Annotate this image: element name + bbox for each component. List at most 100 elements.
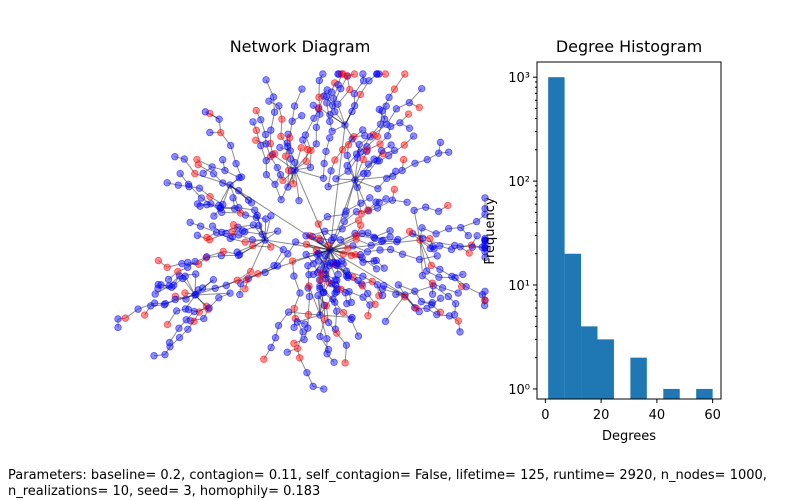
network-edge — [201, 197, 212, 205]
network-edge — [379, 135, 388, 145]
network-node — [428, 279, 437, 287]
network-node — [325, 134, 334, 142]
network-node — [291, 158, 299, 167]
network-node — [295, 354, 304, 362]
network-node — [323, 335, 331, 343]
network-edge — [179, 328, 189, 338]
network-node — [150, 299, 159, 307]
network-edge — [297, 331, 304, 349]
network-node — [277, 132, 285, 141]
network-node — [339, 250, 347, 258]
network-edge — [218, 292, 231, 299]
network-edge — [431, 264, 441, 270]
network-node — [190, 317, 198, 326]
network-node — [456, 328, 464, 336]
histogram-bar — [630, 357, 647, 399]
network-edge — [375, 198, 387, 203]
network-node — [328, 280, 336, 288]
network-node — [262, 156, 270, 165]
network-edge — [160, 284, 172, 288]
network-node — [267, 212, 275, 220]
network-node — [336, 236, 345, 244]
network-node — [317, 276, 325, 284]
network-node — [326, 117, 334, 126]
network-node — [415, 255, 424, 264]
network-edge — [289, 121, 293, 138]
network-node — [462, 282, 470, 291]
network-edge — [340, 75, 348, 89]
network-edge — [256, 216, 266, 220]
network-edge — [290, 170, 294, 184]
network-edge — [419, 227, 423, 241]
network-node — [252, 126, 261, 135]
network-node — [363, 289, 372, 298]
network-node — [383, 132, 392, 140]
network-edge — [354, 179, 362, 214]
network-node — [219, 179, 227, 187]
network-node — [316, 110, 324, 118]
network-node — [473, 232, 481, 240]
network-edge — [392, 170, 403, 177]
network-node — [357, 199, 365, 207]
network-node — [236, 209, 245, 217]
network-node — [210, 212, 218, 220]
network-node — [324, 345, 333, 354]
network-edge — [381, 144, 392, 151]
network-node — [341, 121, 349, 129]
histogram-bar — [564, 253, 582, 399]
network-node — [337, 285, 345, 293]
network-edge — [306, 243, 317, 251]
network-node — [161, 299, 170, 308]
network-node — [254, 270, 262, 278]
network-node — [190, 307, 198, 316]
network-node — [359, 70, 367, 78]
network-node — [114, 315, 122, 323]
network-node — [363, 169, 372, 178]
network-node — [293, 344, 302, 353]
network-node — [435, 149, 443, 157]
network-edge — [262, 230, 278, 235]
network-node — [304, 324, 312, 332]
network-node — [247, 199, 256, 207]
network-edge — [184, 292, 196, 295]
network-node — [286, 147, 295, 155]
network-edge — [294, 147, 302, 171]
network-node — [114, 323, 122, 332]
network-node — [436, 242, 444, 250]
network-edge — [409, 231, 421, 241]
network-edge — [179, 173, 189, 185]
network-node — [262, 171, 271, 179]
network-edge — [438, 205, 449, 212]
network-edge — [419, 239, 432, 266]
network-node — [380, 115, 389, 123]
network-edge — [414, 290, 422, 302]
network-edge — [292, 249, 331, 262]
network-node — [468, 243, 477, 251]
network-node — [305, 282, 313, 290]
network-edge — [354, 179, 379, 190]
network-edge — [381, 97, 390, 112]
network-node — [432, 230, 440, 238]
network-node — [180, 155, 189, 163]
network-edge — [388, 88, 395, 98]
network-node — [301, 131, 310, 139]
network-node — [307, 146, 315, 155]
network-edge — [344, 111, 353, 126]
network-node — [150, 352, 158, 360]
network-node — [382, 174, 391, 183]
network-edge — [317, 216, 328, 225]
network-edge — [438, 151, 449, 154]
network-edge — [278, 105, 283, 120]
network-node — [332, 175, 340, 183]
network-edge — [367, 201, 377, 211]
network-edge — [329, 105, 334, 115]
network-edge — [324, 230, 335, 238]
network-edge — [340, 239, 349, 249]
network-edge — [353, 80, 364, 94]
network-edge — [329, 249, 343, 262]
network-edge — [343, 312, 352, 320]
network-edge — [367, 232, 384, 241]
network-node — [359, 258, 367, 266]
network-node — [338, 145, 347, 154]
network-edge — [200, 225, 217, 233]
